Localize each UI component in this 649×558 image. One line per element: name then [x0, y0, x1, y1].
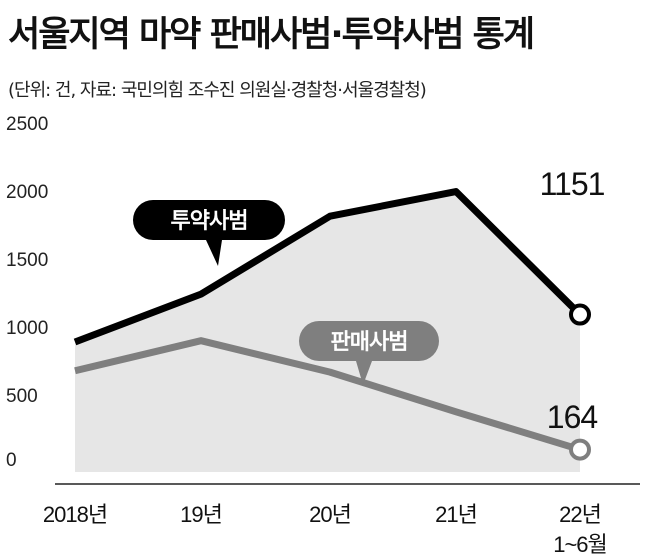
series-line-use — [73, 188, 583, 346]
bubble-shape-sale — [299, 321, 439, 385]
bubble-shape-use — [133, 200, 285, 266]
series-name-sale: 판매사범 — [331, 330, 408, 355]
end-marker-sale — [569, 438, 591, 461]
legend-bubble-use: 투약사범 — [133, 200, 285, 266]
x-tick-label: 1~6월 — [553, 532, 607, 557]
y-tick-label: 500 — [6, 386, 38, 407]
x-tick-label: 21년 — [435, 502, 477, 527]
y-tick-label: 0 — [6, 450, 17, 471]
x-tick-label: 22년 — [559, 502, 601, 527]
series-name-use: 투약사범 — [171, 209, 248, 234]
x-tick-label: 19년 — [180, 502, 222, 527]
chart-title: 서울지역 마약 판매사범·투약사범 통계 — [8, 15, 535, 55]
y-axis: 2500 2000 1500 1000 500 0 — [6, 114, 48, 471]
end-label-sale: 164 — [547, 399, 598, 435]
y-tick-label: 2500 — [6, 114, 48, 135]
legend-bubble-sale: 판매사범 — [299, 321, 439, 385]
end-marker-use — [569, 303, 591, 326]
y-tick-label: 2000 — [6, 182, 48, 203]
series-line-sale — [74, 337, 582, 453]
chart-subtitle: (단위: 건, 자료: 국민의힘 조수진 의원실·경찰청·서울경찰청) — [8, 80, 427, 101]
y-tick-label: 1500 — [6, 250, 48, 271]
end-label-use: 1151 — [540, 166, 605, 202]
y-tick-label: 1000 — [6, 318, 48, 339]
x-tick-label: 20년 — [309, 502, 351, 527]
x-axis: 2018년 19년 20년 21년 22년 1~6월 — [43, 502, 608, 557]
x-tick-label: 2018년 — [43, 502, 107, 527]
